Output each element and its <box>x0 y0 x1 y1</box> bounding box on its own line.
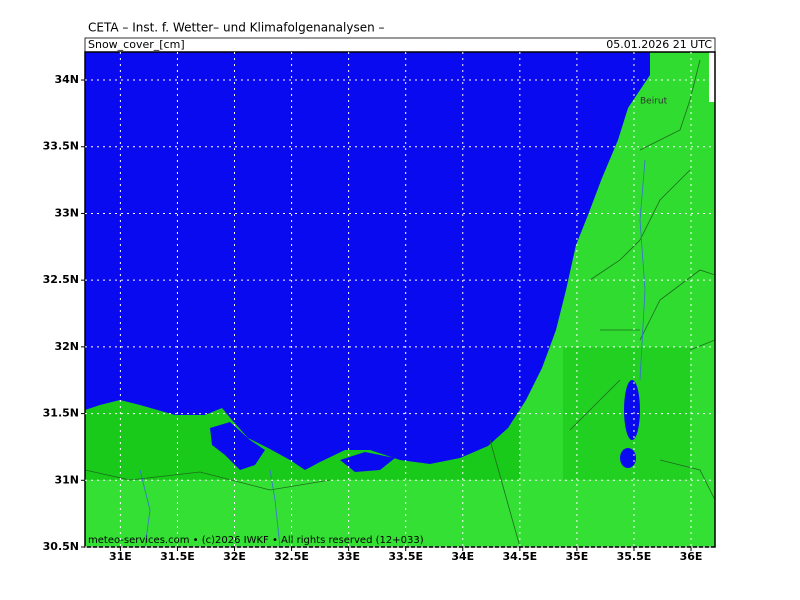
no-data <box>709 52 715 102</box>
land-tile <box>85 480 715 547</box>
dead-sea <box>624 380 640 440</box>
lat-tick-label: 31N <box>54 473 79 486</box>
lat-tick-label: 33N <box>54 206 79 219</box>
lat-tick-label: 32N <box>54 340 79 353</box>
lon-tick-label: 31.5E <box>160 550 195 563</box>
borders <box>85 59 715 547</box>
lat-tick-label: 34N <box>54 73 79 86</box>
lon-tick-label: 33.5E <box>388 550 423 563</box>
lake <box>620 448 636 468</box>
lat-tick-label: 33.5N <box>43 140 79 153</box>
map-frame <box>84 51 716 548</box>
field-label: Snow_cover_[cm] <box>88 38 185 51</box>
lon-tick-label: 33E <box>337 550 360 563</box>
lon-tick-label: 35E <box>565 550 588 563</box>
sea <box>85 52 650 470</box>
lat-tick-label: 30.5N <box>43 540 79 553</box>
header-title: CETA – Inst. f. Wetter– und Klimafolgena… <box>88 21 385 35</box>
valid-time: 05.01.2026 21 UTC <box>606 38 712 51</box>
lon-tick-label: 31E <box>109 550 132 563</box>
lat-tick-label: 32.5N <box>43 273 79 286</box>
lon-tick-label: 34E <box>451 550 474 563</box>
lon-tick-label: 34.5E <box>503 550 538 563</box>
lon-tick-label: 32E <box>223 550 246 563</box>
lon-tick-label: 36E <box>680 550 703 563</box>
map-area: Beirut <box>85 52 715 547</box>
lon-tick-label: 32.5E <box>274 550 309 563</box>
place-label: Beirut <box>640 97 668 107</box>
lon-tick-label: 35.5E <box>617 550 652 563</box>
footer: meteo-services.com • (c)2026 IWKF • All … <box>88 535 424 546</box>
lagoon <box>340 452 395 472</box>
lat-tick-label: 31.5N <box>43 407 79 420</box>
lagoon <box>210 422 265 470</box>
